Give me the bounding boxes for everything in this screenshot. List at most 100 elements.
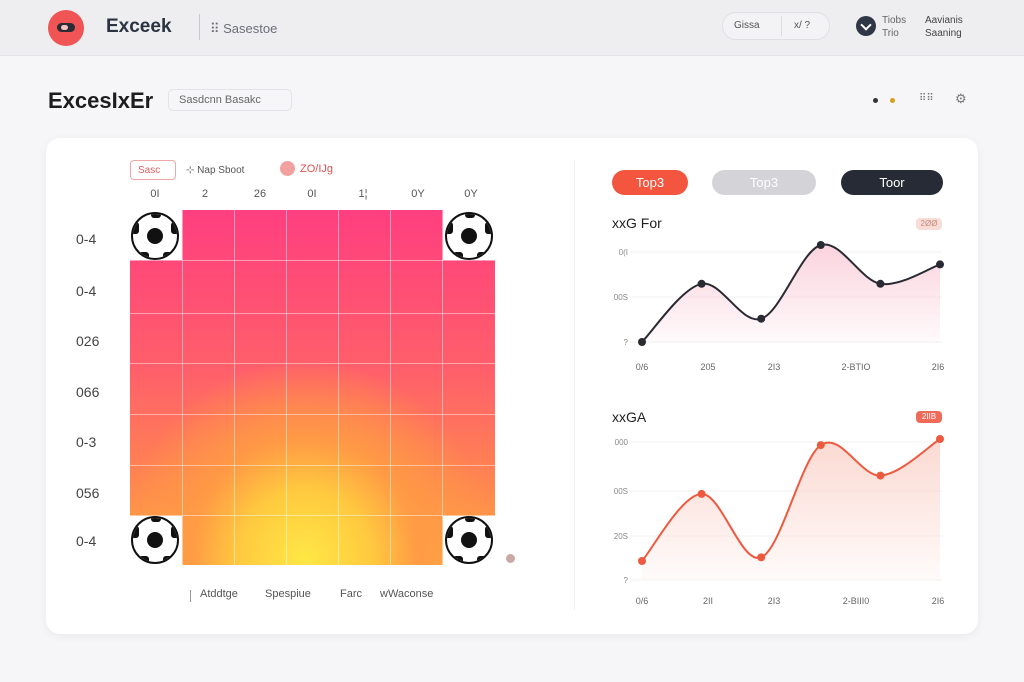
data-point bbox=[936, 260, 944, 269]
grid-line bbox=[130, 313, 495, 314]
top-segment-control bbox=[722, 12, 830, 40]
grid-line bbox=[130, 515, 495, 516]
chart-badge: 2IIB bbox=[916, 411, 942, 423]
footer-label: Farc bbox=[340, 588, 362, 600]
data-point bbox=[697, 279, 706, 288]
x-tick-label: 2-BTIO bbox=[841, 362, 870, 372]
x-tick-label: 2I3 bbox=[768, 596, 781, 606]
heatmap-grid[interactable] bbox=[130, 210, 495, 565]
heatmap-row-label: 066 bbox=[76, 384, 100, 400]
segment-option-a[interactable]: Gissa bbox=[734, 20, 760, 31]
footer-tick bbox=[190, 590, 191, 602]
y-tick-label: 0(I bbox=[619, 248, 628, 257]
data-point bbox=[697, 489, 706, 498]
soccer-ball-icon bbox=[445, 212, 493, 260]
area-fill bbox=[642, 244, 940, 342]
footer-label: Spespiue bbox=[265, 588, 311, 600]
heatmap-col-label: 1¦ bbox=[358, 188, 368, 200]
data-point bbox=[638, 557, 646, 565]
chart-title-xga: xxGA bbox=[612, 409, 647, 425]
data-point bbox=[876, 471, 885, 480]
x-tick-label: 2I6 bbox=[932, 362, 945, 372]
legend-value: ZO/IJg bbox=[300, 163, 334, 175]
grid-line bbox=[130, 465, 495, 466]
heatmap-gradient bbox=[130, 210, 495, 565]
grid-line bbox=[130, 363, 495, 364]
legend-label: ⊹ Nap Sboot bbox=[186, 165, 245, 176]
data-point bbox=[816, 441, 825, 450]
page-title: ExcesIxEr bbox=[48, 88, 154, 113]
y-tick-label: 000 bbox=[615, 438, 629, 447]
data-point bbox=[638, 338, 646, 346]
y-tick-label: 00S bbox=[614, 293, 628, 302]
page-filter-chip[interactable]: Sasdcnn Basakc bbox=[168, 89, 292, 111]
y-tick-label: ? bbox=[624, 338, 629, 347]
breadcrumb[interactable]: ⠿ Sasestoe bbox=[210, 21, 278, 36]
grid-line bbox=[286, 210, 287, 565]
grid-line bbox=[182, 210, 183, 565]
footer-label: Atddtge bbox=[200, 588, 238, 600]
toor-button[interactable]: Toor bbox=[841, 170, 943, 195]
heatmap-row-label: 0-4 bbox=[76, 533, 97, 549]
status-dot-amber bbox=[890, 98, 895, 103]
data-point bbox=[757, 314, 766, 323]
user-name: Tiobs Trio bbox=[882, 15, 907, 39]
grid-line bbox=[390, 210, 391, 565]
x-tick-label: 2I6 bbox=[932, 596, 945, 606]
x-tick-label: 0/6 bbox=[636, 362, 649, 372]
top-bar: Exceek ⠿ Sasestoe Gissa x/ ? Tiobs Trio … bbox=[0, 0, 1024, 56]
chart-title-xg-for: xxG For bbox=[612, 215, 662, 231]
area-fill bbox=[642, 439, 940, 580]
xg-for-line-chart[interactable]: 0(I 00S? 0/6 205 2I3 2-BTIO 2I6 bbox=[600, 230, 960, 380]
data-point bbox=[876, 279, 885, 288]
heatmap-col-label: 0Y bbox=[464, 188, 478, 200]
xga-line-chart[interactable]: 000 00S 20S? 0/6 2II 2I3 2-BIII0 2I6 bbox=[600, 428, 960, 613]
grid-line bbox=[234, 210, 235, 565]
data-point bbox=[757, 553, 766, 562]
footer-label: wWaconse bbox=[380, 588, 434, 600]
top3-button-disabled[interactable]: Top3 bbox=[712, 170, 816, 195]
heatmap-row-label: 0-4 bbox=[76, 283, 97, 299]
status-dot-dark bbox=[873, 98, 878, 103]
app-logo[interactable] bbox=[48, 10, 84, 46]
grid-line bbox=[442, 210, 443, 565]
top-divider bbox=[199, 14, 200, 40]
heatmap-col-label: 0I bbox=[150, 188, 160, 200]
heatmap-row-label: 056 bbox=[76, 485, 100, 501]
legend-chip[interactable]: Sasc bbox=[130, 160, 176, 180]
x-tick-label: 2I3 bbox=[768, 362, 781, 372]
segment-divider bbox=[781, 16, 782, 36]
x-tick-label: 2II bbox=[703, 596, 713, 606]
bulb-icon bbox=[280, 161, 295, 176]
user-check-icon[interactable] bbox=[856, 16, 876, 36]
grid-line bbox=[130, 260, 495, 261]
y-tick-label: 00S bbox=[614, 487, 628, 496]
resize-handle[interactable] bbox=[506, 554, 515, 563]
heatmap-row-label: 0-3 bbox=[76, 434, 97, 450]
heatmap-col-label: 0Y bbox=[411, 188, 425, 200]
user-role: Aavianis Saaning bbox=[925, 15, 963, 39]
grid-line bbox=[338, 210, 339, 565]
heatmap-row-label: 0-4 bbox=[76, 231, 97, 247]
soccer-ball-icon bbox=[131, 212, 179, 260]
y-tick-label: ? bbox=[624, 576, 629, 585]
x-tick-label: 2-BIII0 bbox=[843, 596, 870, 606]
chart-badge: 2ØØ bbox=[916, 218, 942, 230]
logo-eye-icon bbox=[61, 25, 68, 30]
grid-icon[interactable]: ⠿⠿ bbox=[919, 93, 934, 104]
heatmap-col-label: 0I bbox=[307, 188, 317, 200]
data-point bbox=[816, 241, 825, 249]
segment-option-b[interactable]: x/ ? bbox=[794, 20, 811, 31]
top3-button-active[interactable]: Top3 bbox=[612, 170, 688, 195]
gear-icon[interactable]: ⚙ bbox=[955, 91, 967, 106]
soccer-ball-icon bbox=[445, 516, 493, 564]
x-tick-label: 205 bbox=[700, 362, 715, 372]
data-point bbox=[936, 435, 944, 443]
panel-divider bbox=[574, 160, 575, 610]
heatmap-col-label: 2 bbox=[201, 188, 209, 200]
grid-line bbox=[130, 414, 495, 415]
y-tick-label: 20S bbox=[614, 532, 628, 541]
x-tick-label: 0/6 bbox=[636, 596, 649, 606]
soccer-ball-icon bbox=[131, 516, 179, 564]
app-title: Exceek bbox=[106, 16, 172, 37]
